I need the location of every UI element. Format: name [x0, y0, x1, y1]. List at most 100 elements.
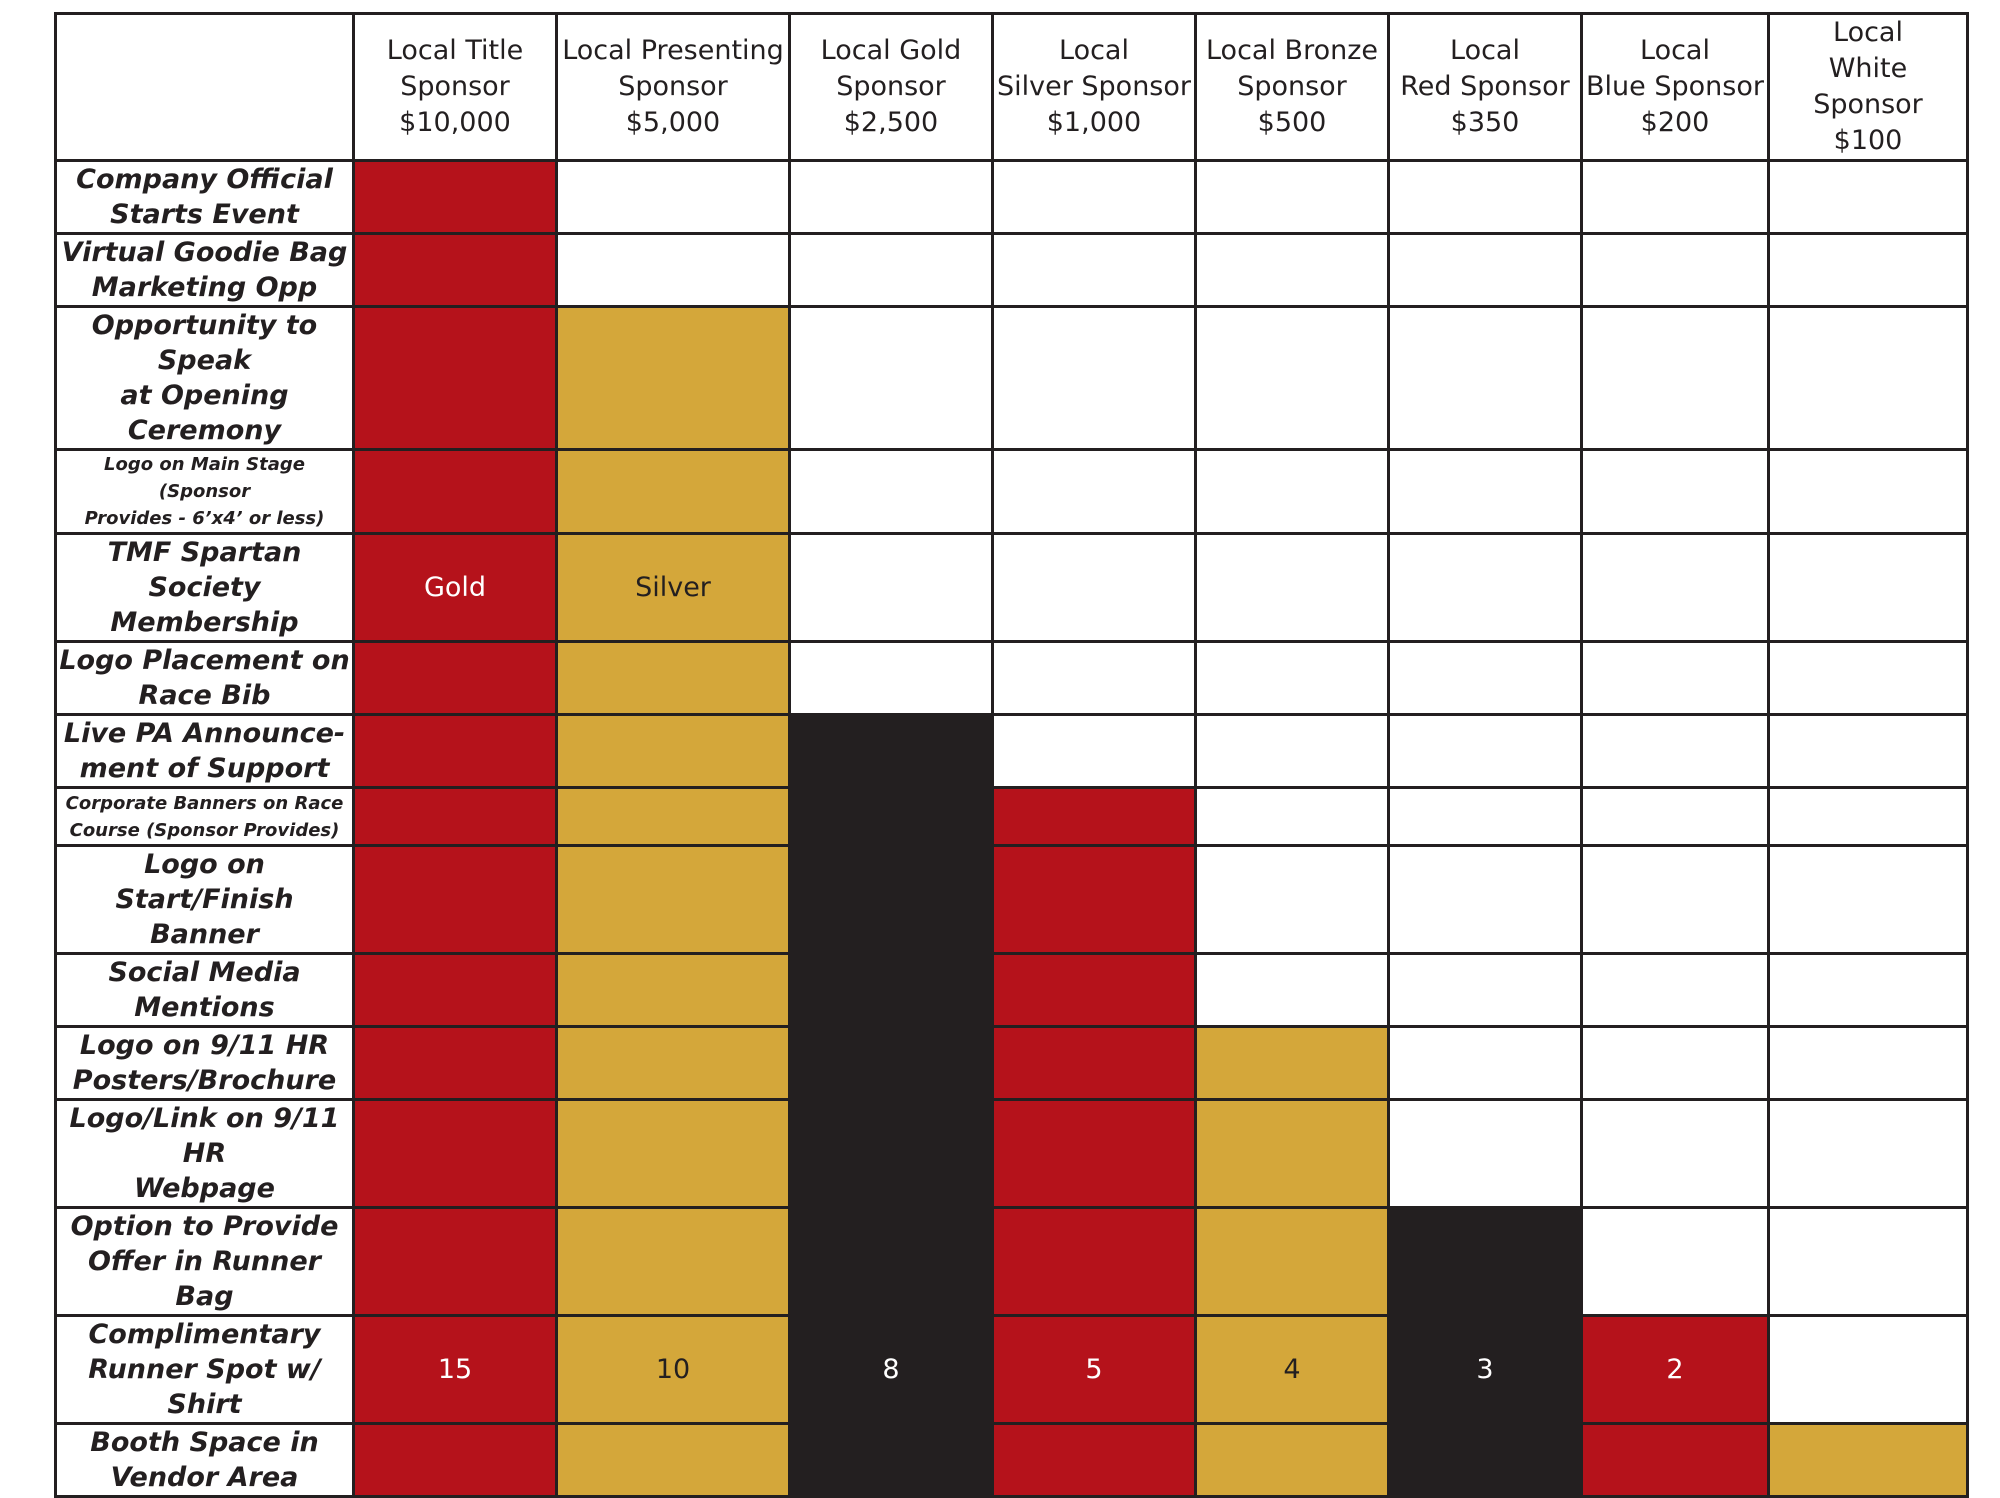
benefit-empty-cell: [555, 159, 791, 235]
benefit-empty-cell: [1387, 232, 1583, 308]
benefit-included-cell: [1387, 1206, 1583, 1317]
tier-price: $10,000: [399, 107, 511, 138]
benefit-label-line: Logo/Link on 9/11 HR: [69, 1103, 340, 1169]
tier-name-line: Sponsor: [400, 71, 510, 102]
benefit-included-cell: [555, 1206, 791, 1317]
tier-name-line: Local: [1833, 17, 1903, 48]
benefit-empty-cell: [1767, 1025, 1969, 1101]
benefit-label-line: Webpage: [134, 1173, 275, 1204]
benefit-row: Virtual Goodie Bag Marketing Opp: [54, 232, 1969, 308]
benefit-label: Logo on Start/Finish Banner: [54, 844, 355, 955]
tier-name-line: White Sponsor: [1813, 53, 1923, 120]
benefit-label-line: Provides - 6’x4’ or less): [84, 508, 325, 529]
benefit-label: Complimentary Runner Spot w/ Shirt: [54, 1314, 355, 1425]
benefit-empty-cell: [788, 159, 994, 235]
benefit-included-cell: [1387, 1422, 1583, 1498]
benefit-empty-cell: [1387, 159, 1583, 235]
benefit-empty-cell: [1767, 1098, 1969, 1209]
tier-name-line: Local Title: [386, 35, 524, 66]
benefit-empty-cell: [1580, 1206, 1770, 1317]
tier-name-line: Local Presenting: [562, 35, 784, 66]
tier-price: $500: [1257, 107, 1327, 138]
benefit-label: TMF Spartan Society Membership: [54, 532, 355, 643]
benefit-included-cell: [352, 1206, 558, 1317]
benefit-empty-cell: [1194, 532, 1390, 643]
benefit-empty-cell: [1767, 952, 1969, 1028]
benefit-row: Live PA Announce-ment of Support: [54, 713, 1969, 789]
benefit-row: Option to Provide Offer in Runner Bag: [54, 1206, 1969, 1317]
benefit-label-line: Course (Sponsor Provides): [69, 819, 340, 841]
benefit-label-line: Virtual Goodie Bag: [61, 237, 348, 268]
tier-price: $5,000: [625, 107, 721, 138]
benefit-included-cell: [1194, 1025, 1390, 1101]
benefit-row: Company Official Starts Event: [54, 159, 1969, 235]
benefit-value: 3: [1476, 1354, 1494, 1385]
benefit-label-line: Vendor Area: [110, 1462, 299, 1493]
benefit-included-cell: [352, 952, 558, 1028]
benefit-empty-cell: [991, 159, 1197, 235]
benefit-empty-cell: [788, 532, 994, 643]
benefit-empty-cell: [1387, 305, 1583, 451]
tier-header-5: Local Bronze Sponsor $500: [1194, 12, 1390, 162]
benefit-included-cell: [352, 448, 558, 535]
benefit-empty-cell: [1580, 305, 1770, 451]
benefit-empty-cell: [1580, 786, 1770, 847]
benefit-included-cell: [352, 232, 558, 308]
tier-name-line: Local: [1640, 35, 1710, 66]
benefit-label-line: Complimentary: [88, 1319, 321, 1350]
benefit-included-cell: [788, 1206, 994, 1317]
benefit-label-line: Logo on Main Stage (Sponsor: [104, 454, 305, 502]
benefit-included-cell: [555, 844, 791, 955]
benefit-empty-cell: [991, 232, 1197, 308]
benefit-included-cell: [352, 713, 558, 789]
benefit-value: Silver: [635, 572, 711, 603]
benefit-label: Company Official Starts Event: [54, 159, 355, 235]
benefit-value: 15: [437, 1354, 473, 1385]
benefit-empty-cell: [1387, 786, 1583, 847]
benefit-included-cell: Silver: [555, 532, 791, 643]
benefit-included-cell: [991, 844, 1197, 955]
benefit-empty-cell: [1767, 232, 1969, 308]
benefit-empty-cell: [991, 640, 1197, 716]
benefit-row: Logo/Link on 9/11 HR Webpage: [54, 1098, 1969, 1209]
benefit-included-cell: [352, 1098, 558, 1209]
benefit-included-cell: [991, 1025, 1197, 1101]
benefit-included-cell: [555, 448, 791, 535]
benefit-empty-cell: [1580, 713, 1770, 789]
tier-header-row: Local Title Sponsor $10,000 Local Presentin…: [54, 12, 1969, 162]
benefits-body: Company Official Starts Event Virtual Good…: [54, 159, 1969, 1498]
benefit-label: Logo/Link on 9/11 HR Webpage: [54, 1098, 355, 1209]
benefit-label-line: Option to Provide: [70, 1211, 339, 1242]
benefit-label-line: Offer in Runner Bag: [88, 1246, 321, 1312]
benefit-empty-cell: [991, 532, 1197, 643]
benefit-label-line: Race Bib: [138, 680, 271, 711]
benefit-included-cell: [1580, 1422, 1770, 1498]
benefit-label-line: ment of Support: [79, 753, 330, 784]
benefit-label-line: Logo on Start/Finish: [115, 849, 294, 915]
benefit-label-line: Social Media: [108, 957, 301, 988]
benefit-included-cell: [1194, 1206, 1390, 1317]
benefit-label-line: Live PA Announce-: [63, 718, 346, 749]
benefit-label: Opportunity to Speak at Opening Ceremony: [54, 305, 355, 451]
benefit-empty-cell: [1387, 952, 1583, 1028]
benefit-empty-cell: [1767, 713, 1969, 789]
benefit-row: Opportunity to Speak at Opening Ceremony: [54, 305, 1969, 451]
benefit-empty-cell: [1194, 844, 1390, 955]
benefit-empty-cell: [788, 232, 994, 308]
benefit-row: Complimentary Runner Spot w/ Shirt 15 10 8 5 4…: [54, 1314, 1969, 1425]
benefit-value: 10: [655, 1354, 691, 1385]
benefit-label-line: at Opening Ceremony: [120, 380, 289, 446]
benefit-empty-cell: [1767, 159, 1969, 235]
tier-name-line: Local Bronze: [1205, 35, 1378, 66]
benefit-empty-cell: [555, 232, 791, 308]
benefit-row: Logo Placement on Race Bib: [54, 640, 1969, 716]
benefit-included-cell: [788, 952, 994, 1028]
benefit-empty-cell: [1767, 448, 1969, 535]
benefit-label: Corporate Banners on Race Course (Sponsor…: [54, 786, 355, 847]
benefit-row: Booth Space in Vendor Area: [54, 1422, 1969, 1498]
benefit-included-cell: Gold: [352, 532, 558, 643]
benefit-empty-cell: [1387, 713, 1583, 789]
benefit-value: 5: [1085, 1354, 1103, 1385]
benefit-label: Live PA Announce-ment of Support: [54, 713, 355, 789]
tier-name-line: Local: [1450, 35, 1520, 66]
